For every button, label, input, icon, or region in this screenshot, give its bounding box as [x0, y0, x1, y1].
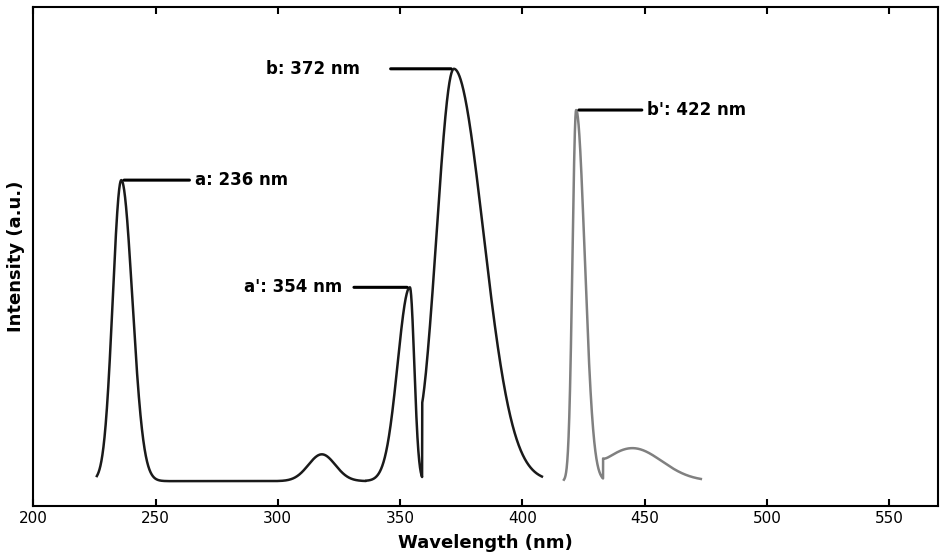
Text: b: 372 nm: b: 372 nm [265, 60, 360, 78]
Text: b': 422 nm: b': 422 nm [647, 101, 746, 119]
X-axis label: Wavelength (nm): Wavelength (nm) [397, 534, 572, 552]
Text: a: 236 nm: a: 236 nm [194, 171, 288, 189]
Y-axis label: Intensity (a.u.): Intensity (a.u.) [7, 181, 25, 332]
Text: a': 354 nm: a': 354 nm [244, 278, 342, 296]
